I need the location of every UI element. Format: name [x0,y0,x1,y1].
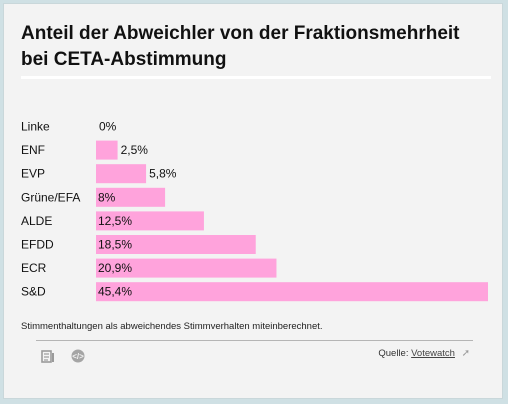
source-credit: Quelle: Votewatch ➚ [378,348,470,359]
bar [96,140,118,160]
data-label: 45,4% [98,285,132,299]
bar-chart: Linke 0% ENF 2,5% EVP 5,8% Grüne/EFA 8% ALDE 12,5… [21,120,488,302]
data-label: 0% [99,120,117,134]
data-label: 2,5% [121,143,149,157]
bar [96,164,147,184]
title-divider [21,76,491,79]
embed-code-icon[interactable]: </> [71,349,85,363]
document-icon[interactable] [41,349,55,363]
category-label: Linke [21,120,50,134]
data-label: 5,8% [149,167,177,181]
category-label: ALDE [21,214,52,228]
data-label: 8% [98,190,116,204]
category-label: EFDD [21,238,54,252]
category-label: EVP [21,167,45,181]
bar [96,187,166,207]
source-label: Quelle: [378,348,409,359]
category-label: Grüne/EFA [21,190,80,204]
data-label: 12,5% [98,214,132,228]
external-link-icon[interactable]: ➚ [461,348,470,359]
bar [96,282,488,302]
chart-card: Anteil der Abweichler von der Fraktionsm… [3,3,503,399]
bar [96,235,256,254]
data-label: 18,5% [98,238,132,252]
bar [96,211,204,231]
chart-title: Anteil der Abweichler von der Fraktionsm… [21,23,460,70]
svg-text:</>: </> [72,352,84,361]
category-label: ENF [21,143,45,157]
category-label: ECR [21,261,47,275]
bar [96,258,277,278]
chart-footnote: Stimmenthaltungen als abweichendes Stimm… [21,321,323,332]
source-link[interactable]: Votewatch [411,348,455,359]
category-label: S&D [21,285,46,299]
data-label: 20,9% [98,261,132,275]
footer-divider [36,340,473,341]
